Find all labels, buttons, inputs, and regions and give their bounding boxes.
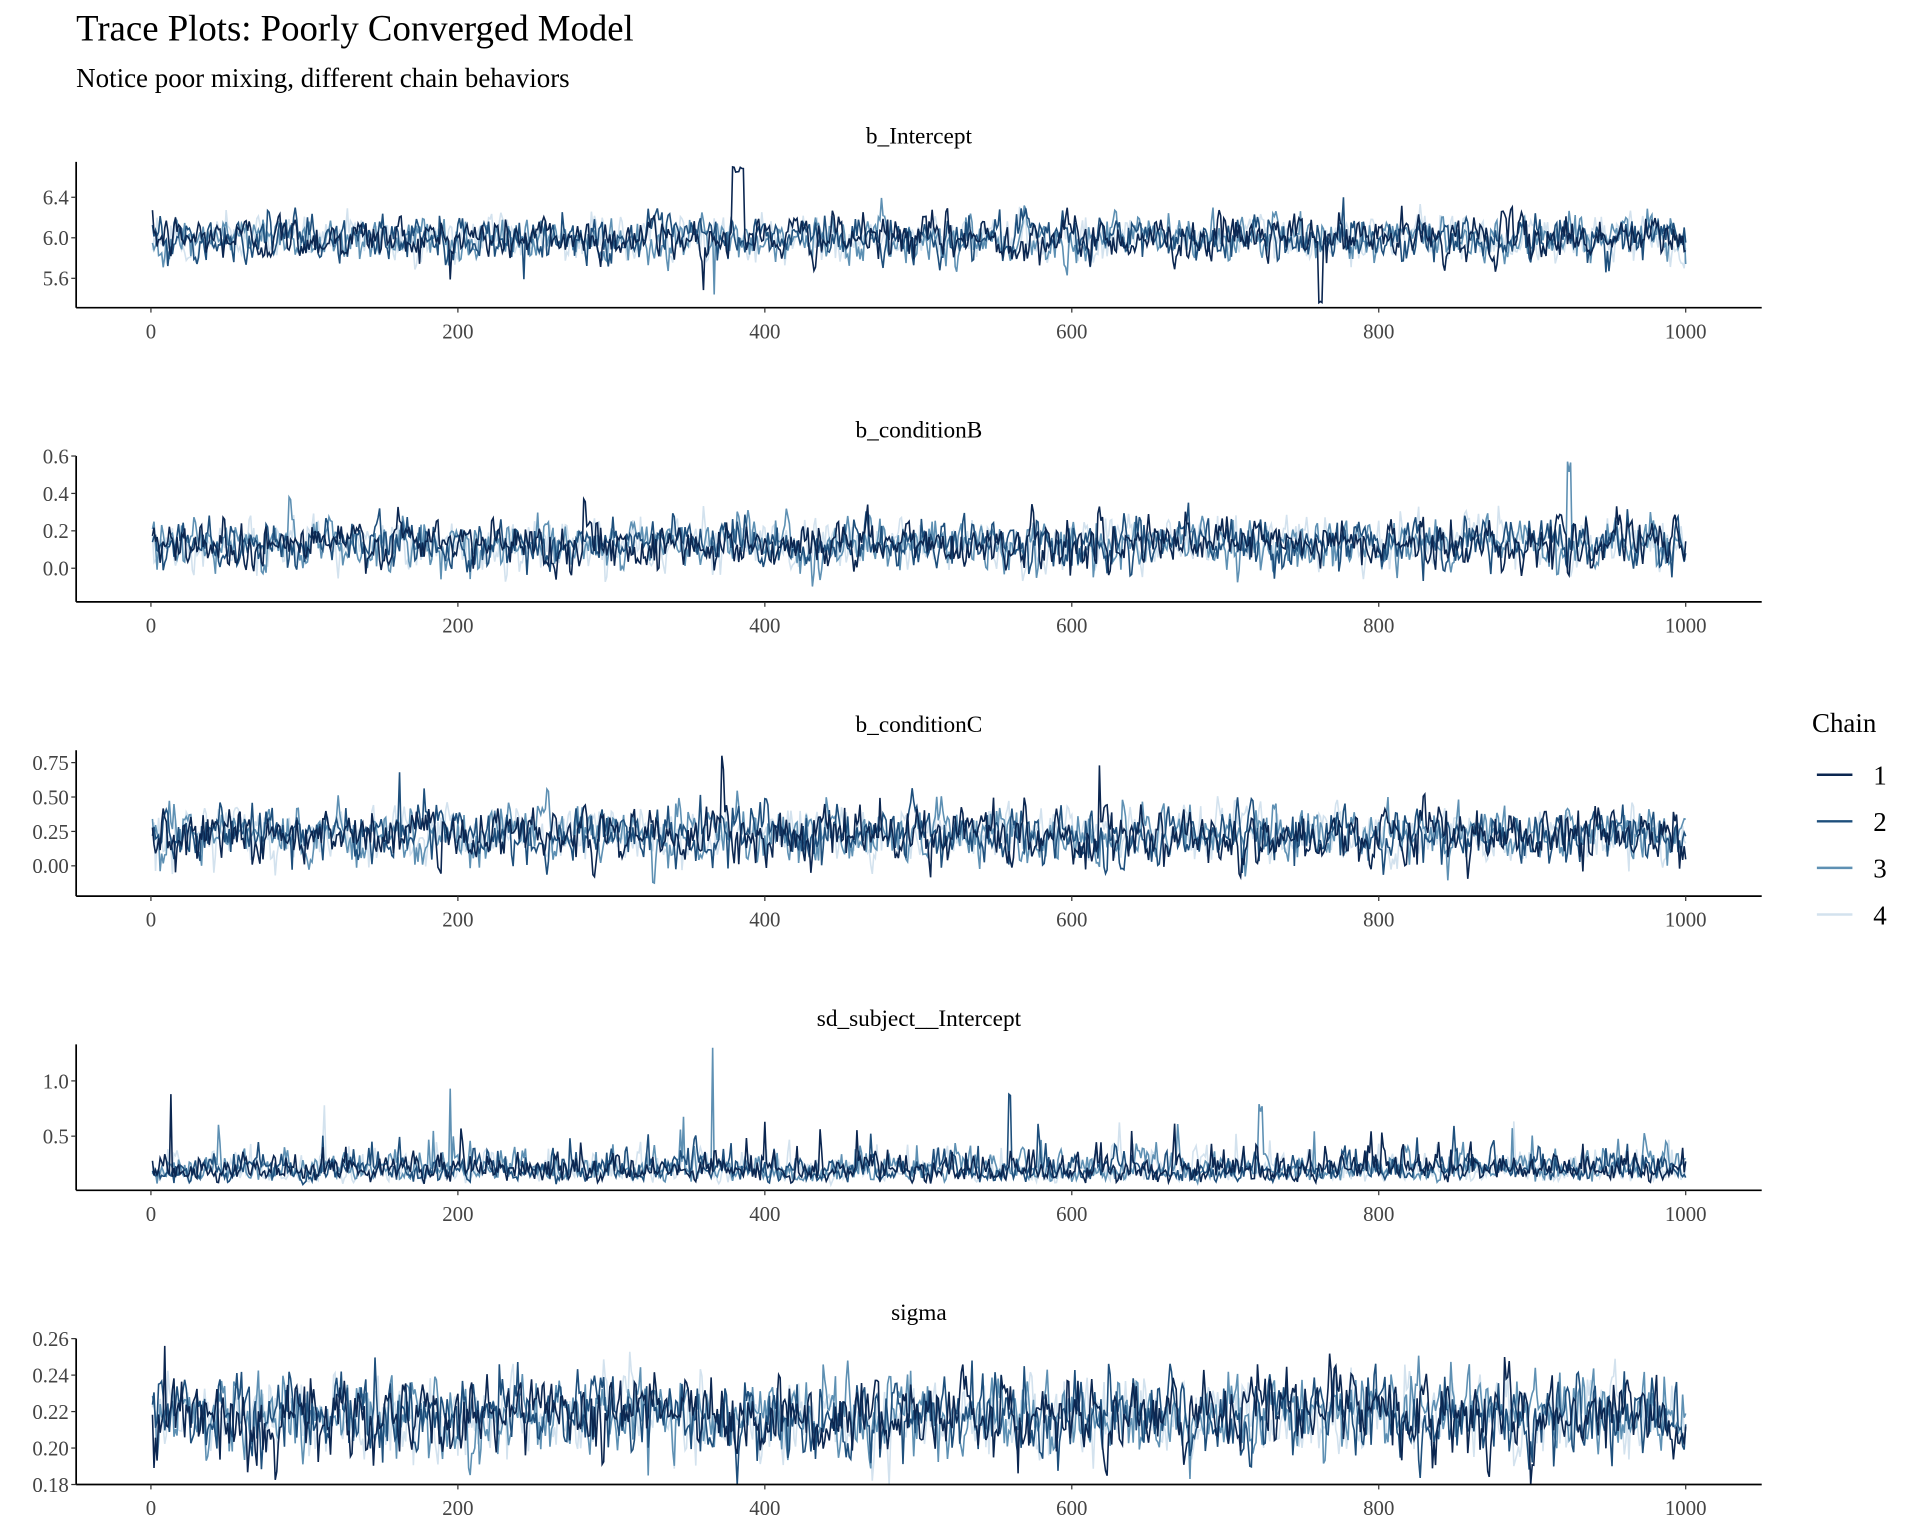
trace-chain-1 bbox=[151, 755, 1687, 881]
x-tick-label: 600 bbox=[1056, 1496, 1087, 1520]
y-tick-label: 0.22 bbox=[32, 1400, 68, 1424]
y-tick-label: 0.26 bbox=[32, 1327, 68, 1351]
x-tick-label: 600 bbox=[1056, 319, 1087, 343]
legend-item-4: 4 bbox=[1816, 900, 1887, 930]
x-tick-label: 0 bbox=[146, 614, 156, 638]
x-tick-label: 600 bbox=[1056, 908, 1087, 932]
x-tick-label: 800 bbox=[1363, 319, 1394, 343]
y-tick-label: 6.0 bbox=[43, 226, 69, 250]
x-tick-label: 800 bbox=[1363, 1202, 1394, 1226]
legend: Chain 1 2 3 4 bbox=[1812, 708, 1887, 930]
x-tick-label: 400 bbox=[749, 908, 780, 932]
y-tick-label: 0.20 bbox=[32, 1436, 68, 1460]
x-tick-label: 400 bbox=[749, 1496, 780, 1520]
y-tick-label: 0.18 bbox=[32, 1473, 68, 1497]
legend-title: Chain bbox=[1812, 708, 1877, 738]
x-tick-label: 200 bbox=[442, 1496, 473, 1520]
x-tick-label: 400 bbox=[749, 1202, 780, 1226]
x-tick-label: 600 bbox=[1056, 1202, 1087, 1226]
y-tick-label: 0.00 bbox=[32, 854, 68, 878]
trace-chain-1 bbox=[151, 496, 1687, 580]
panel-title: sd_subject__Intercept bbox=[817, 1006, 1022, 1032]
y-tick-label: 0.5 bbox=[43, 1125, 69, 1149]
y-tick-label: 1.0 bbox=[43, 1069, 69, 1093]
y-tick-label: 6.4 bbox=[43, 186, 70, 210]
trace-lines bbox=[151, 1047, 1687, 1188]
legend-label: 2 bbox=[1873, 807, 1886, 837]
trace-lines bbox=[151, 461, 1687, 587]
x-tick-label: 0 bbox=[146, 1496, 156, 1520]
panel-sigma: sigma 0.18 0.20 0.22 0.24 0.26 0 200 400 600 800 10… bbox=[32, 1300, 1762, 1520]
trace-lines bbox=[151, 755, 1687, 885]
x-tick-label: 800 bbox=[1363, 1496, 1394, 1520]
x-tick-label: 1000 bbox=[1665, 1202, 1707, 1226]
trace-chain-3 bbox=[151, 461, 1686, 587]
x-tick-label: 200 bbox=[442, 614, 473, 638]
chart-title: Trace Plots: Poorly Converged Model bbox=[76, 7, 634, 48]
trace-chain-1 bbox=[151, 165, 1687, 305]
y-tick-label: 0.4 bbox=[43, 482, 70, 506]
panel-title: sigma bbox=[891, 1300, 947, 1326]
trace-chain-1 bbox=[151, 1094, 1687, 1186]
panel-sd_subject__Intercept: sd_subject__Intercept 0.5 1.0 0 200 400 600 800… bbox=[43, 1006, 1762, 1226]
x-tick-label: 1000 bbox=[1665, 1496, 1707, 1520]
legend-label: 3 bbox=[1873, 854, 1886, 884]
panel-b_conditionB: b_conditionB 0.0 0.2 0.4 0.6 0 200 400 600 800 100… bbox=[43, 418, 1762, 638]
y-tick-label: 0.75 bbox=[32, 751, 68, 775]
x-tick-label: 0 bbox=[146, 908, 156, 932]
y-tick-label: 0.50 bbox=[32, 785, 68, 809]
x-tick-label: 600 bbox=[1056, 614, 1087, 638]
legend-item-3: 3 bbox=[1816, 854, 1887, 884]
x-tick-label: 800 bbox=[1363, 908, 1394, 932]
x-tick-label: 200 bbox=[442, 908, 473, 932]
y-tick-label: 0.6 bbox=[43, 444, 69, 468]
chart-subtitle: Notice poor mixing, different chain beha… bbox=[76, 63, 570, 93]
x-tick-label: 200 bbox=[442, 1202, 473, 1226]
x-tick-label: 800 bbox=[1363, 614, 1394, 638]
legend-label: 1 bbox=[1873, 761, 1886, 791]
y-tick-label: 0.24 bbox=[32, 1363, 69, 1387]
x-tick-label: 1000 bbox=[1665, 319, 1707, 343]
legend-item-1: 1 bbox=[1816, 761, 1887, 791]
legend-item-2: 2 bbox=[1816, 807, 1887, 837]
panel-b_conditionC: b_conditionC 0.00 0.25 0.50 0.75 0 200 400 600 80… bbox=[32, 712, 1762, 932]
x-tick-label: 400 bbox=[749, 319, 780, 343]
x-tick-label: 1000 bbox=[1665, 908, 1707, 932]
x-tick-label: 1000 bbox=[1665, 614, 1707, 638]
trace-lines bbox=[151, 1345, 1687, 1485]
trace-lines bbox=[151, 165, 1687, 305]
panel-title: b_conditionC bbox=[856, 712, 983, 738]
x-tick-label: 400 bbox=[749, 614, 780, 638]
y-tick-label: 0.25 bbox=[32, 820, 68, 844]
panel-b_Intercept: b_Intercept 5.6 6.0 6.4 0 200 400 600 800 1000 bbox=[43, 123, 1762, 343]
x-tick-label: 0 bbox=[146, 319, 156, 343]
trace-chain-1 bbox=[151, 1345, 1687, 1485]
y-tick-label: 0.2 bbox=[43, 519, 69, 543]
y-tick-label: 0.0 bbox=[43, 557, 69, 581]
legend-label: 4 bbox=[1873, 900, 1887, 930]
y-tick-label: 5.6 bbox=[43, 267, 69, 291]
panel-title: b_conditionB bbox=[856, 418, 983, 444]
panel-title: b_Intercept bbox=[866, 123, 973, 149]
x-tick-label: 200 bbox=[442, 319, 473, 343]
x-tick-label: 0 bbox=[146, 1202, 156, 1226]
